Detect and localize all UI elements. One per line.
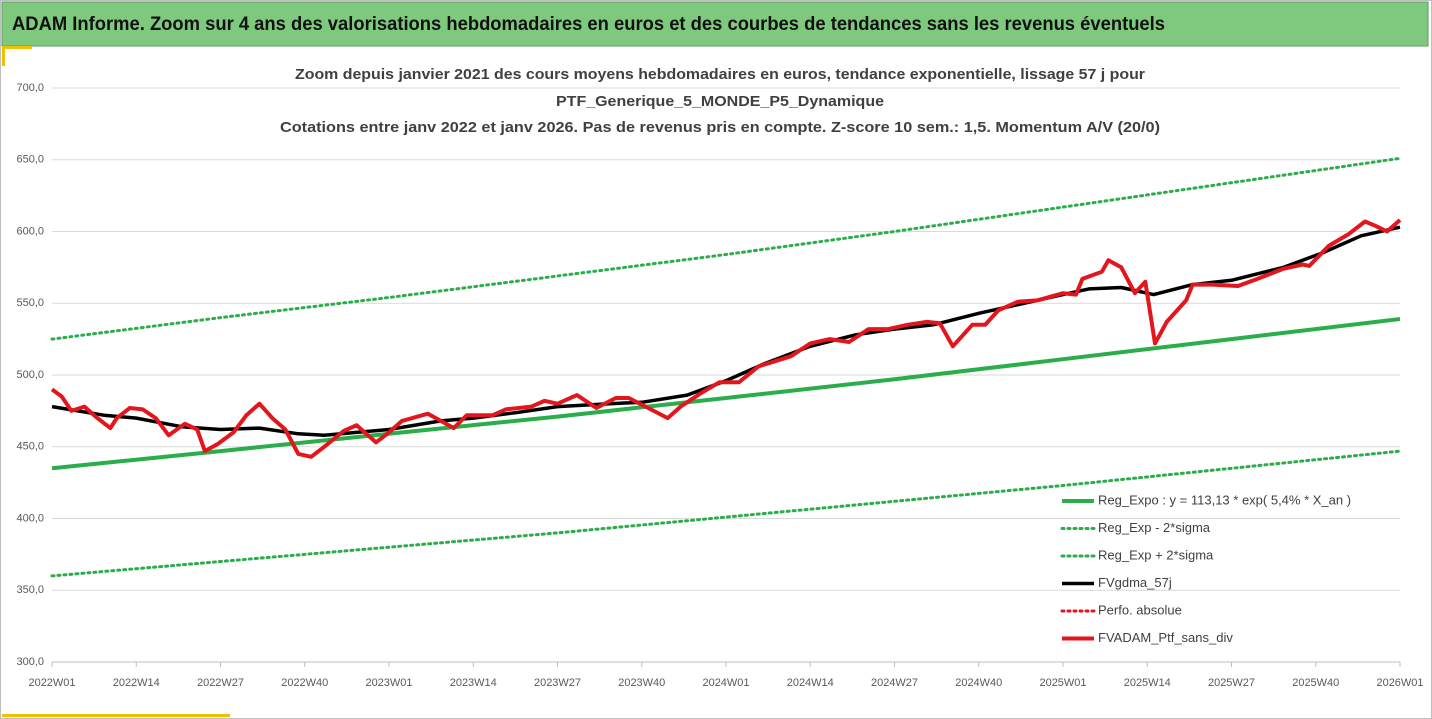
legend-label: Reg_Exp + 2*sigma: [1098, 547, 1214, 562]
x-tick-label: 2024W40: [955, 677, 1002, 689]
legend-label: Reg_Exp - 2*sigma: [1098, 520, 1211, 535]
accent: [2, 46, 32, 49]
series-line: [51, 317, 1401, 471]
y-tick-label: 400,0: [16, 512, 44, 524]
x-tick-label: 2023W01: [365, 677, 412, 689]
header-bar: [1, 1, 1429, 47]
y-tick-label: 650,0: [16, 154, 44, 166]
series-line: [50, 218, 1402, 459]
x-tick-label: 2025W27: [1208, 677, 1255, 689]
y-tick-label: 300,0: [16, 656, 44, 668]
legend-label: FVADAM_Ptf_sans_div: [1098, 630, 1233, 645]
series-line: [51, 225, 1401, 438]
y-tick-label: 350,0: [16, 584, 44, 596]
x-tick-label: 2026W01: [1376, 677, 1423, 689]
x-tick-label: 2024W27: [871, 677, 918, 689]
x-tick-label: 2023W14: [450, 677, 497, 689]
header-title: ADAM Informe. Zoom sur 4 ans des valoris…: [12, 14, 1165, 35]
x-tick-label: 2025W40: [1292, 677, 1339, 689]
x-tick-label: 2025W01: [1039, 677, 1086, 689]
chart-title: PTF_Generique_5_MONDE_P5_Dynamique: [556, 93, 884, 110]
x-tick-label: 2024W01: [702, 677, 749, 689]
x-tick-label: 2024W14: [787, 677, 834, 689]
y-tick-label: 550,0: [16, 297, 44, 309]
accent: [2, 714, 230, 717]
x-tick-label: 2022W14: [113, 677, 160, 689]
y-tick-label: 700,0: [16, 82, 44, 94]
chart-title: Cotations entre janv 2022 et janv 2026. …: [280, 119, 1160, 136]
y-tick-label: 600,0: [16, 225, 44, 237]
x-tick-label: 2025W14: [1124, 677, 1171, 689]
x-tick-label: 2022W27: [197, 677, 244, 689]
legend-label: Perfo. absolue: [1098, 602, 1182, 617]
accent: [2, 46, 5, 66]
x-tick-label: 2022W01: [28, 677, 75, 689]
series-line: [50, 156, 1402, 341]
legend-label: FVgdma_57j: [1098, 575, 1172, 590]
chart-title: Zoom depuis janvier 2021 des cours moyen…: [295, 66, 1145, 83]
legend-label: Reg_Expo : y = 113,13 * exp( 5,4% * X_an…: [1098, 492, 1351, 507]
series-line: [50, 449, 1402, 578]
x-tick-label: 2022W40: [281, 677, 328, 689]
x-tick-label: 2023W40: [618, 677, 665, 689]
x-tick-label: 2023W27: [534, 677, 581, 689]
y-tick-label: 450,0: [16, 441, 44, 453]
y-tick-label: 500,0: [16, 369, 44, 381]
